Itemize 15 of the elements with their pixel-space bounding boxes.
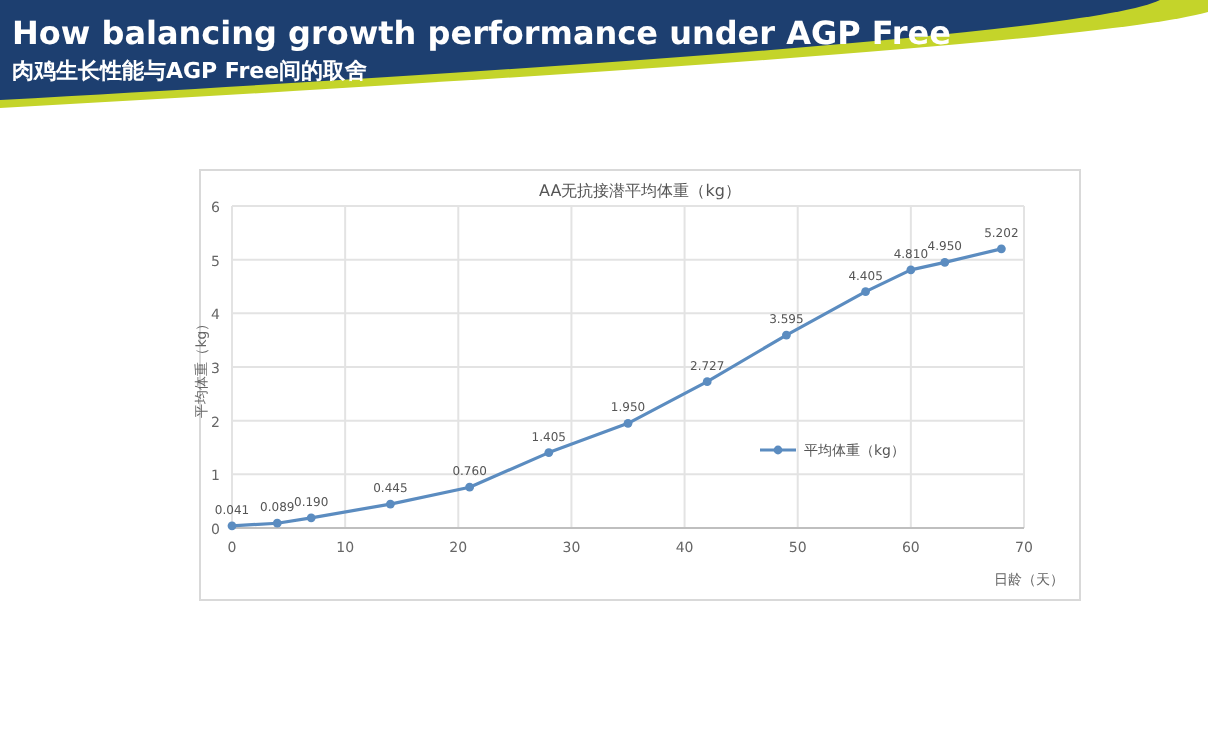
point [702, 377, 712, 387]
point [272, 518, 282, 528]
point [782, 330, 791, 340]
text: AA无抗接潜平均体重（kg） [539, 182, 741, 200]
point [227, 521, 237, 531]
point [386, 499, 395, 509]
point [996, 244, 1006, 254]
point [906, 265, 916, 275]
point [861, 287, 870, 296]
point [940, 257, 950, 267]
point [465, 482, 474, 492]
point [623, 418, 633, 428]
point [544, 448, 554, 457]
chart-subtitle: 肉鸡生长性能与AGP Free间的取舍 [12, 58, 368, 84]
point [306, 513, 316, 523]
